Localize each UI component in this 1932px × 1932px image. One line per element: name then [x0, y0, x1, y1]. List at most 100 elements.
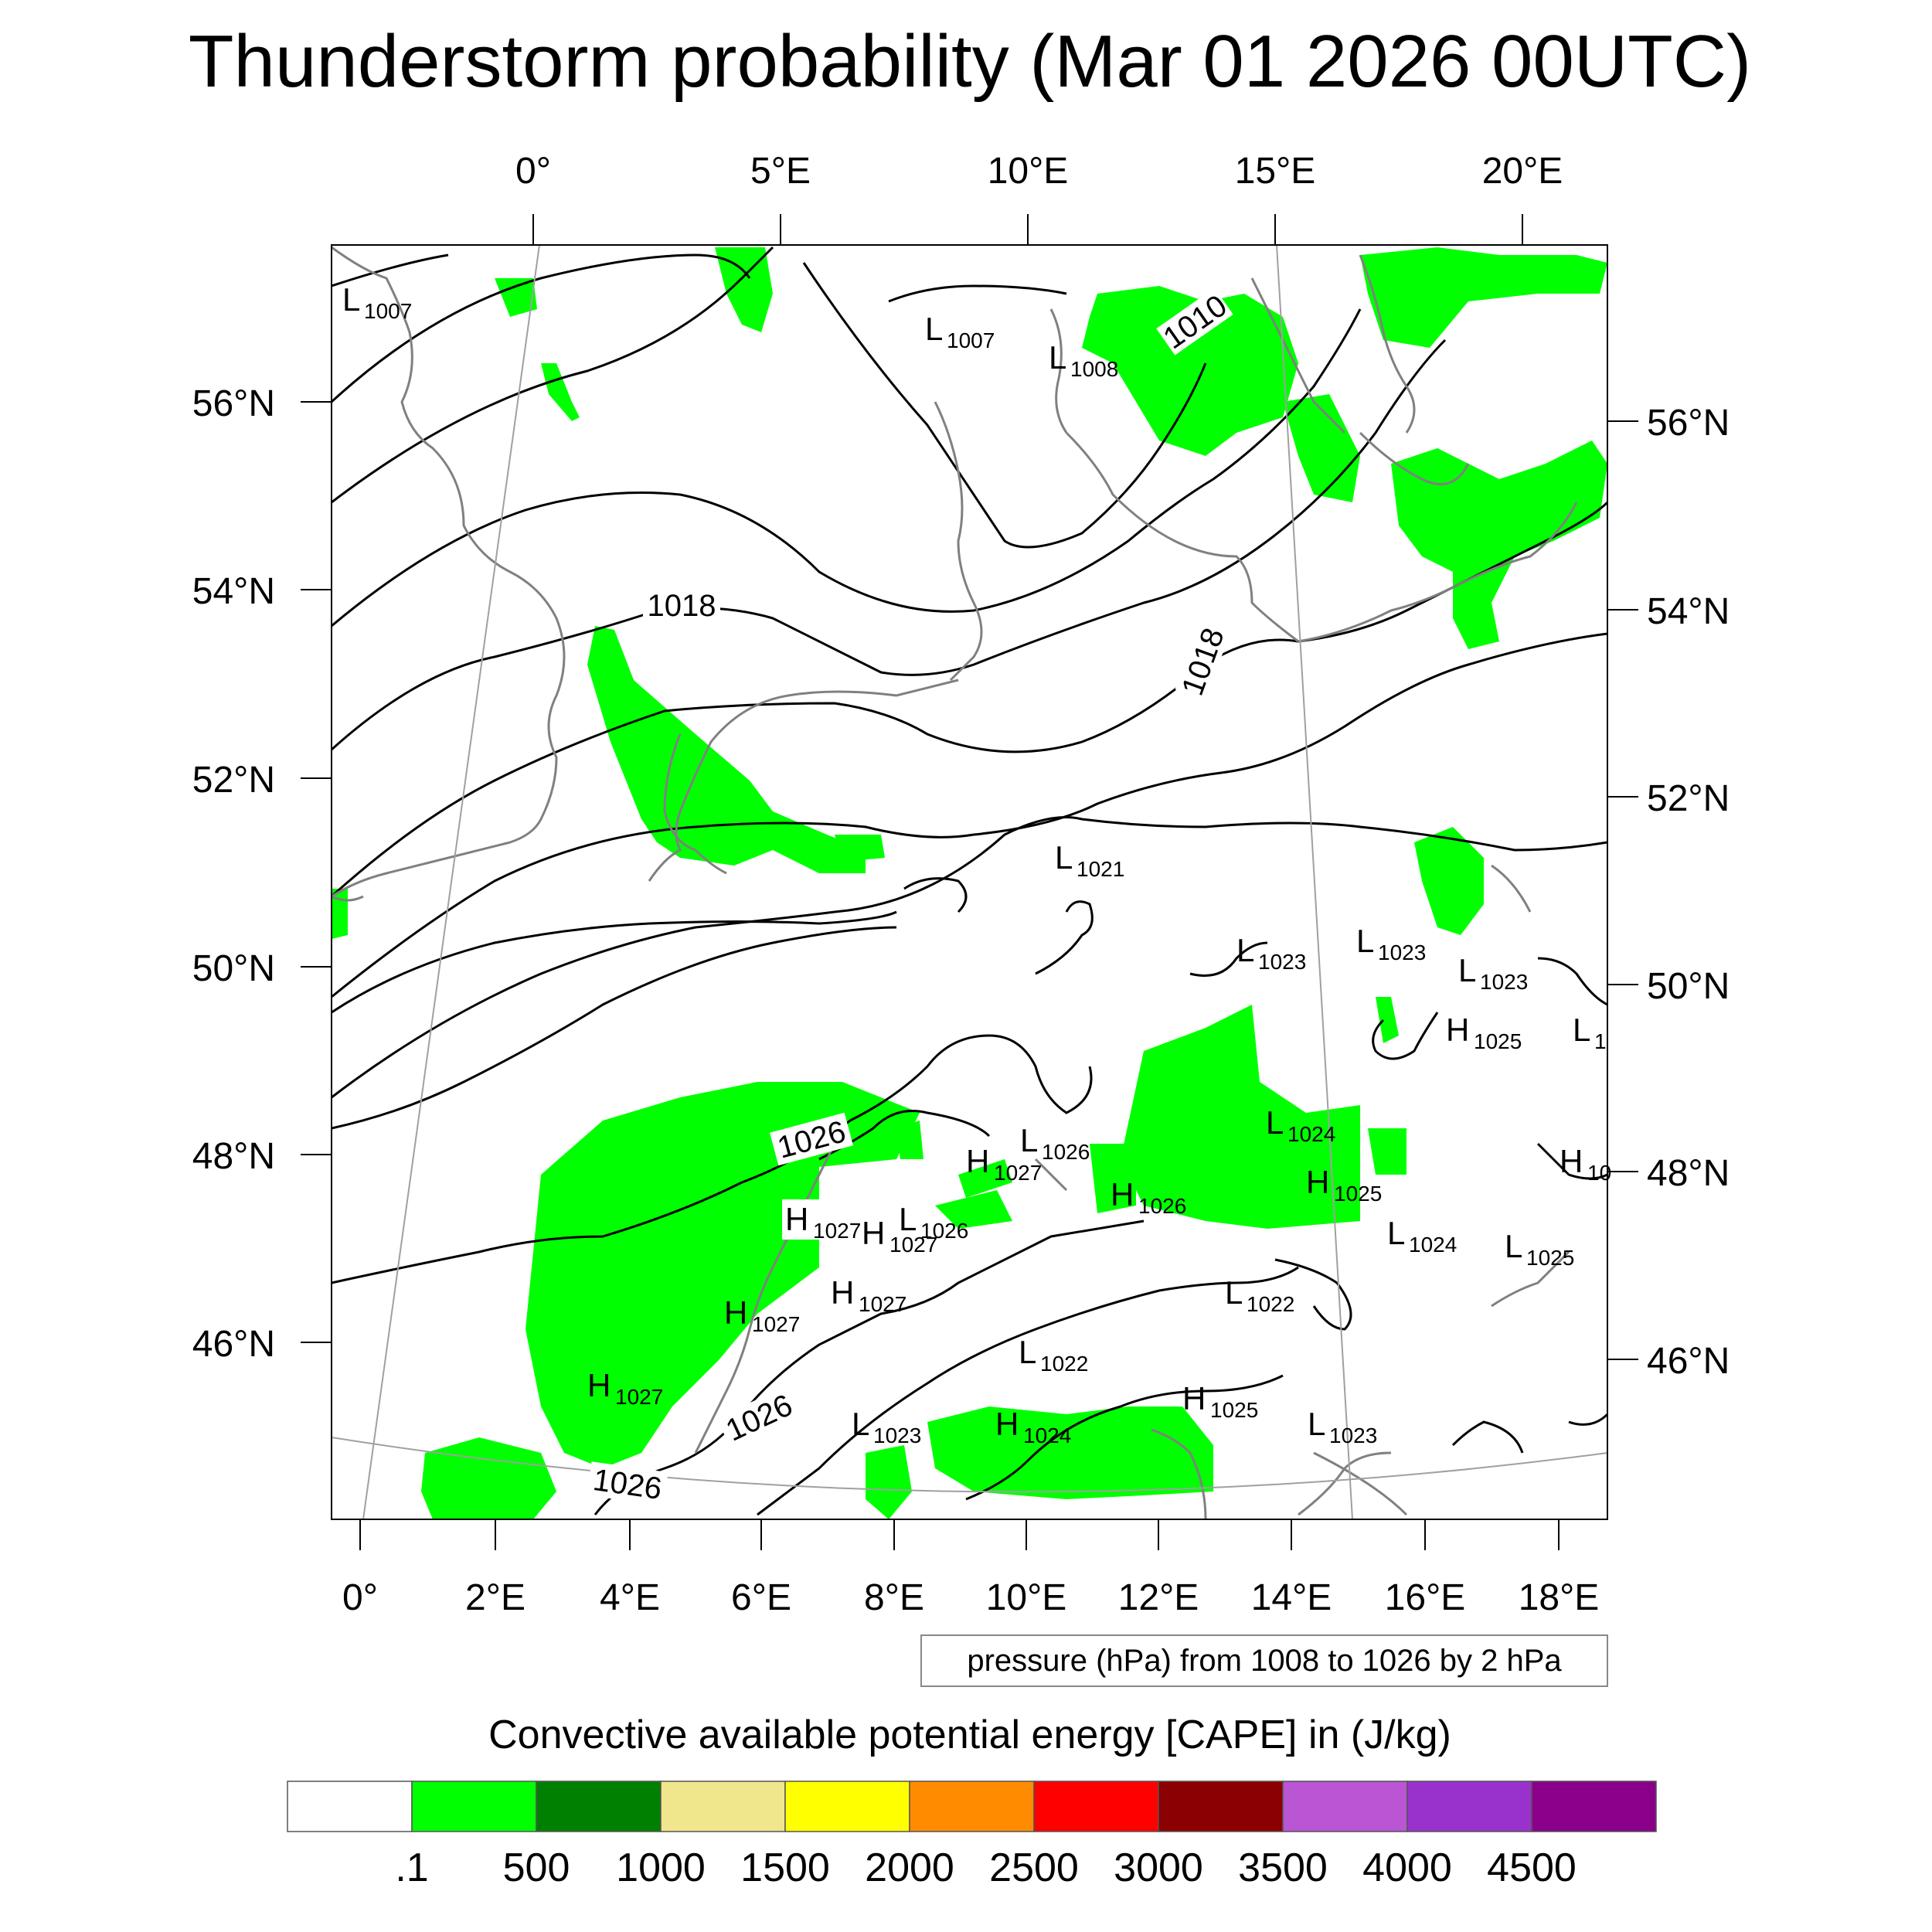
svg-text:1023: 1023 — [1258, 950, 1306, 974]
right-latitude-labels: 56°N 54°N 52°N 50°N 48°N 46°N — [1647, 403, 1730, 1382]
svg-text:1026: 1026 — [1138, 1194, 1186, 1218]
pressure-center: L 1023 — [1236, 932, 1306, 974]
svg-text:1024: 1024 — [1409, 1233, 1457, 1257]
pressure-center: H 1027 — [966, 1143, 1042, 1185]
svg-text:1008: 1008 — [1070, 357, 1118, 381]
colorbar-tick-label: 2500 — [989, 1845, 1079, 1890]
pressure-center: L 1023 — [1356, 923, 1426, 964]
svg-text:L: L — [1387, 1215, 1405, 1251]
svg-text:1027: 1027 — [994, 1161, 1042, 1185]
svg-text:L: L — [1055, 839, 1073, 876]
right-ticks — [1607, 420, 1638, 1360]
bottom-lon-label: 2°E — [465, 1577, 526, 1618]
colorbar-swatch — [784, 1781, 910, 1832]
svg-text:H: H — [1560, 1143, 1583, 1179]
svg-text:L: L — [1049, 339, 1066, 376]
graticule — [332, 245, 1607, 1519]
pressure-center: L 1008 — [1049, 339, 1118, 381]
svg-text:L: L — [852, 1406, 869, 1442]
colorbar-tick-label: 4000 — [1362, 1845, 1452, 1890]
svg-text:H: H — [1182, 1380, 1206, 1417]
contour-label: 1026 — [591, 1463, 664, 1506]
colorbar-swatch — [411, 1781, 537, 1832]
svg-text:1021: 1021 — [1077, 857, 1124, 881]
svg-text:1025: 1025 — [1334, 1182, 1382, 1206]
left-lat-label: 50°N — [192, 948, 275, 989]
svg-text:1007: 1007 — [364, 299, 412, 323]
bottom-lon-label: 6°E — [731, 1577, 791, 1618]
pressure-center: L 1025 — [1505, 1228, 1574, 1270]
svg-text:H: H — [995, 1406, 1019, 1442]
colorbar-tick-label: 500 — [503, 1845, 570, 1890]
pressure-center: L 1021 — [1055, 839, 1124, 881]
svg-text:H: H — [724, 1294, 747, 1331]
top-lon-label: 0° — [515, 151, 551, 192]
colorbar-swatch — [1531, 1781, 1657, 1832]
svg-text:L: L — [1266, 1104, 1284, 1141]
pressure-center: H 10 — [1560, 1143, 1611, 1185]
colorbar-tick-label: 3000 — [1114, 1845, 1203, 1890]
bottom-lon-label: 16°E — [1385, 1577, 1466, 1618]
top-lon-label: 5°E — [750, 151, 811, 192]
contour-label: 1018 — [1175, 624, 1231, 700]
pressure-center: H 1027 — [831, 1274, 906, 1316]
plot-area — [332, 245, 1607, 1519]
svg-text:L: L — [1573, 1012, 1590, 1048]
svg-text:1022: 1022 — [1247, 1292, 1294, 1316]
svg-text:1024: 1024 — [1287, 1122, 1335, 1146]
pressure-center: H 1025 — [1306, 1164, 1382, 1206]
right-lat-label: 52°N — [1647, 778, 1730, 819]
pressure-center: H 1027 — [782, 1199, 861, 1243]
right-lat-label: 48°N — [1647, 1153, 1730, 1194]
colorbar — [287, 1781, 1657, 1832]
colorbar-swatch — [536, 1781, 662, 1832]
left-lat-label: 54°N — [192, 571, 275, 612]
svg-text:H: H — [1446, 1012, 1469, 1048]
svg-text:L: L — [1308, 1406, 1325, 1442]
top-ticks — [532, 214, 1523, 245]
pressure-center: H 1027 — [587, 1367, 663, 1409]
svg-text:H: H — [1111, 1176, 1134, 1213]
svg-text:L: L — [1020, 1122, 1038, 1158]
pressure-center: L 1023 — [852, 1406, 921, 1447]
left-ticks — [301, 401, 332, 1343]
left-lat-label: 46°N — [192, 1324, 275, 1365]
pressure-center: H 1025 — [1446, 1012, 1522, 1053]
map-title: Thunderstorm probability (Mar 01 2026 00… — [189, 20, 1751, 103]
svg-text:L: L — [925, 311, 943, 347]
svg-text:pressure (hPa) from 1008 to 10: pressure (hPa) from 1008 to 1026 by 2 hP… — [967, 1644, 1562, 1678]
svg-text:1: 1 — [1594, 1029, 1607, 1053]
svg-text:H: H — [1306, 1164, 1329, 1200]
contour-label: 1026 — [721, 1388, 798, 1447]
pressure-center: L 1022 — [1019, 1334, 1088, 1376]
pressure-center: L 1007 — [342, 281, 412, 323]
bottom-ticks — [359, 1519, 1560, 1550]
bottom-lon-label: 18°E — [1519, 1577, 1600, 1618]
left-latitude-labels: 56°N 54°N 52°N 50°N 48°N 46°N — [192, 383, 275, 1365]
svg-text:L: L — [1458, 952, 1476, 988]
pressure-center: H 1026 — [1111, 1176, 1186, 1218]
pressure-center: L 1024 — [1387, 1215, 1457, 1257]
svg-text:L: L — [1019, 1334, 1036, 1370]
svg-text:1023: 1023 — [1480, 970, 1528, 994]
bottom-lon-label: 14°E — [1251, 1577, 1332, 1618]
svg-text:H: H — [785, 1201, 808, 1237]
svg-text:L: L — [1356, 923, 1374, 959]
coastlines — [332, 246, 1578, 1519]
bottom-longitude-labels: 0° 2°E 4°E 6°E 8°E 10°E 12°E 14°E 16°E 1… — [342, 1577, 1599, 1618]
svg-text:1022: 1022 — [1040, 1352, 1088, 1376]
svg-text:1027: 1027 — [859, 1292, 906, 1316]
top-lon-label: 20°E — [1482, 151, 1563, 192]
pressure-center: H 1025 — [1182, 1380, 1258, 1422]
pressure-center: L 1026 — [899, 1201, 968, 1243]
left-lat-label: 52°N — [192, 760, 275, 801]
top-longitude-labels: 0° 5°E 10°E 15°E 20°E — [515, 151, 1563, 192]
right-lat-label: 50°N — [1647, 966, 1730, 1007]
bottom-lon-label: 12°E — [1118, 1577, 1199, 1618]
pressure-center: L 1023 — [1308, 1406, 1377, 1447]
bottom-lon-label: 8°E — [864, 1577, 924, 1618]
svg-text:10: 10 — [1587, 1161, 1611, 1185]
bottom-lon-label: 10°E — [986, 1577, 1067, 1618]
svg-text:1027: 1027 — [752, 1312, 800, 1336]
